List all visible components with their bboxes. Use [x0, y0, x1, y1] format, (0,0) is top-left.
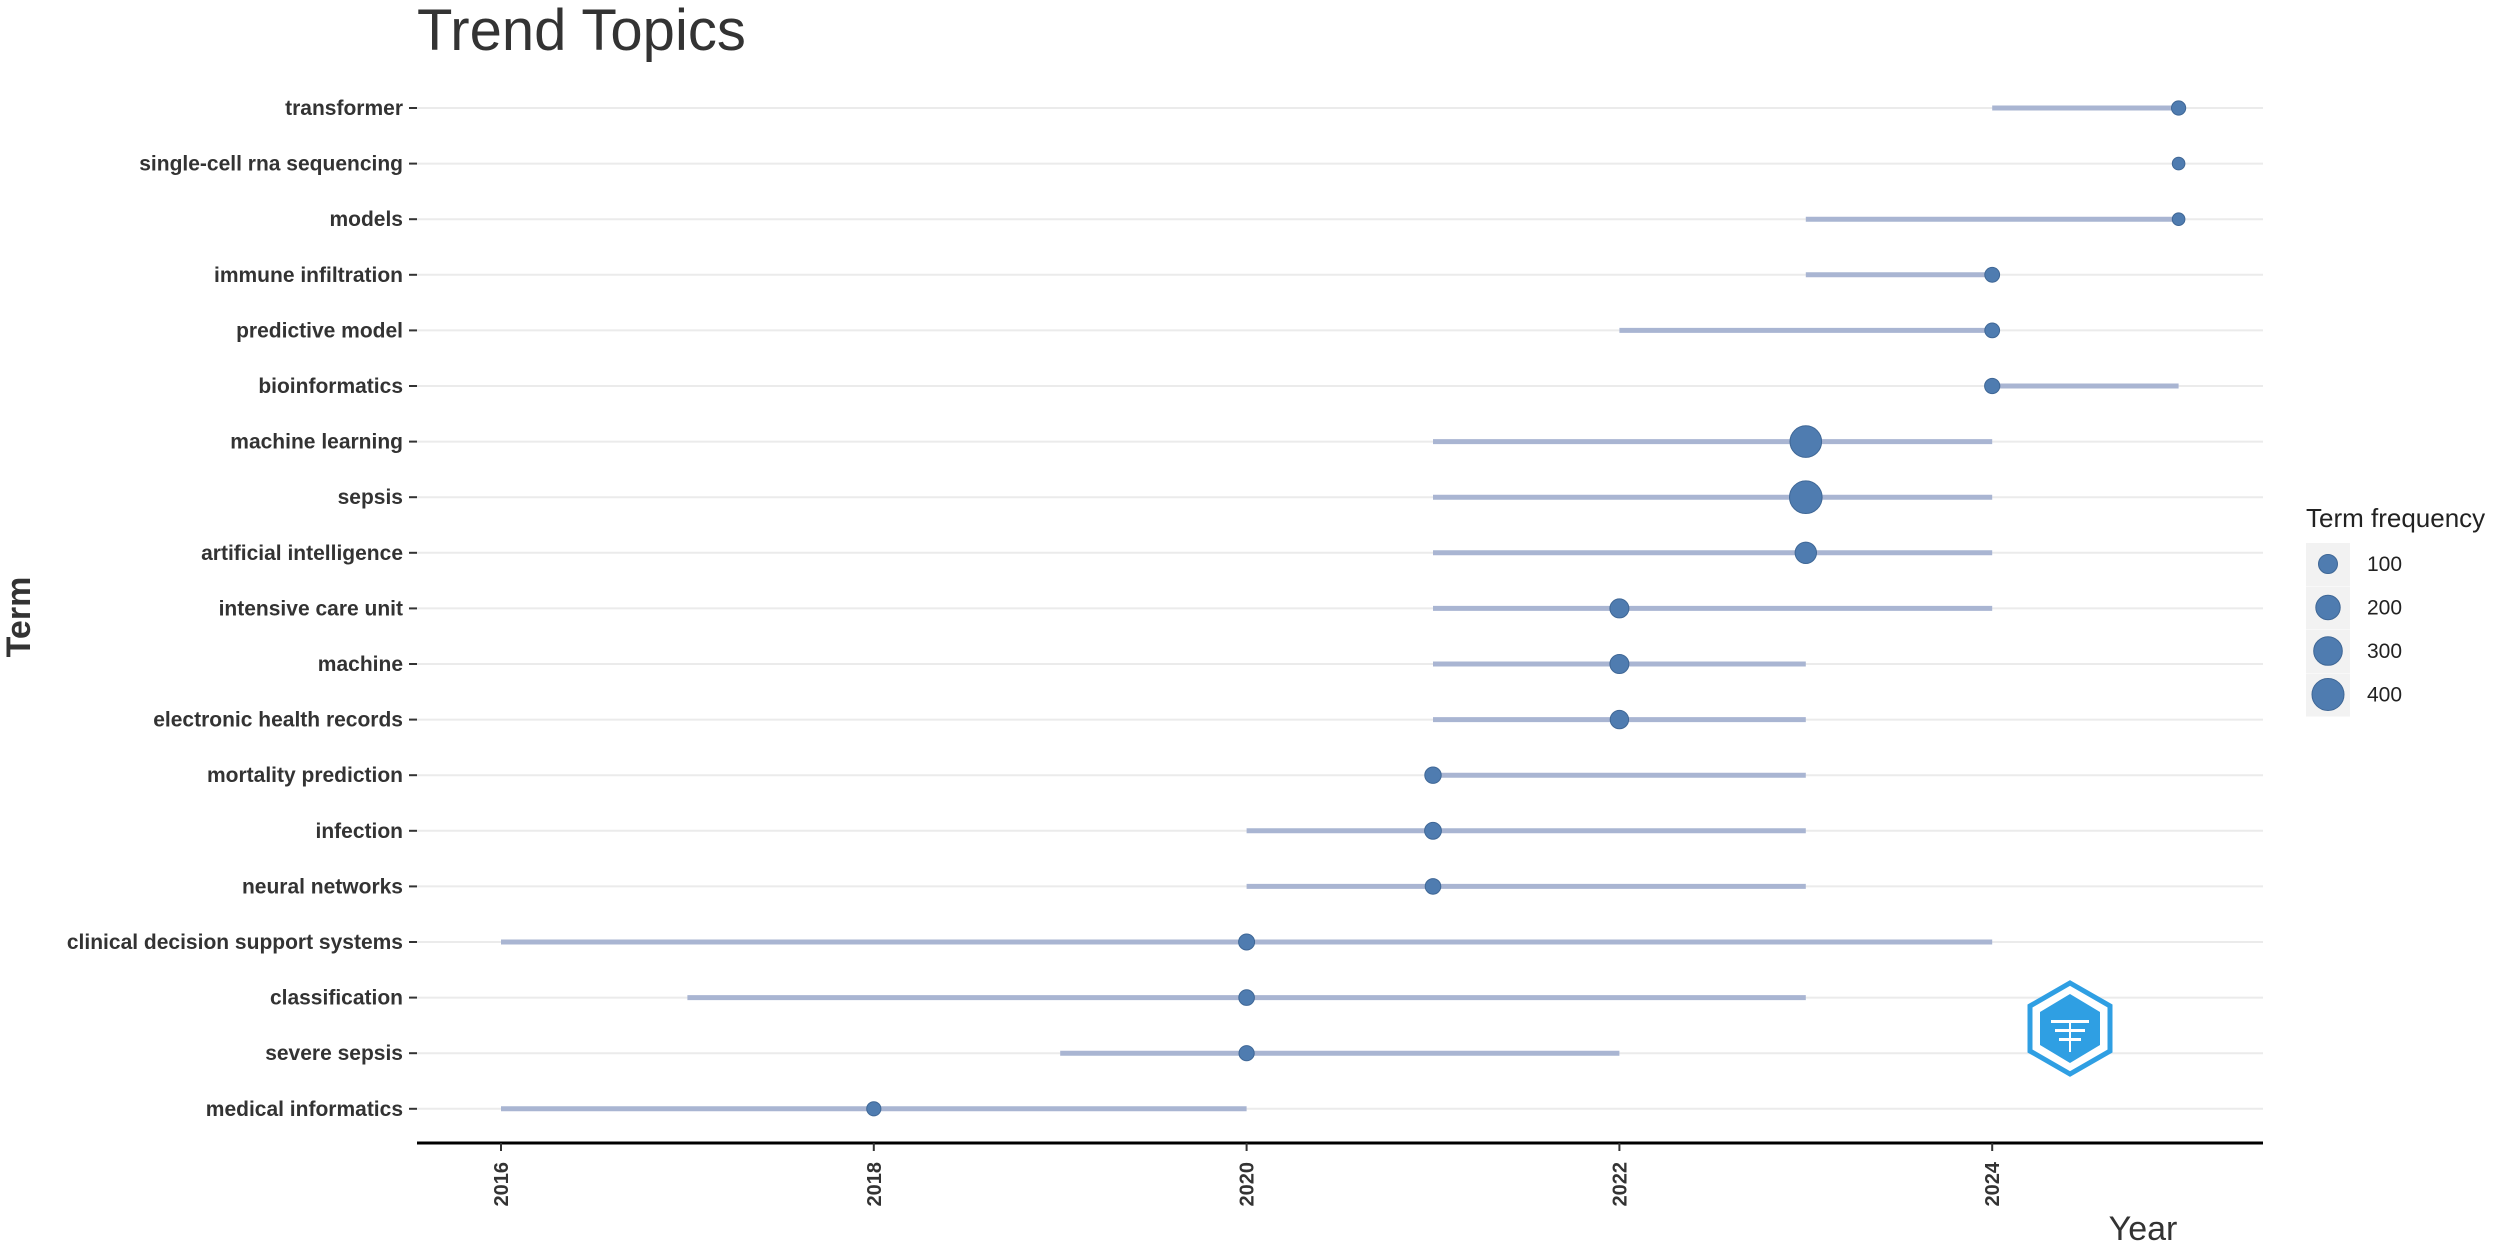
- x-tick-label-2024: 2024: [1982, 1161, 2004, 1206]
- point-4: [1984, 322, 2001, 339]
- point-9: [1609, 598, 1630, 619]
- legend-point-0: [2318, 554, 2338, 574]
- point-1: [2171, 156, 2186, 171]
- point-17: [1238, 1045, 1255, 1062]
- legend-point-1: [2315, 594, 2341, 621]
- point-12: [1424, 766, 1442, 784]
- point-15: [1238, 933, 1256, 951]
- term-label-10: machine: [318, 653, 403, 676]
- legend-title: Term frequency: [2306, 503, 2485, 533]
- x-axis-ticks: 2016 2018 2020 2022 2024: [491, 1143, 2004, 1207]
- term-label-0: transformer: [285, 97, 403, 120]
- term-label-18: medical informatics: [206, 1098, 403, 1121]
- term-label-13: infection: [316, 820, 404, 843]
- point-0: [2171, 100, 2187, 116]
- term-label-12: mortality prediction: [207, 764, 403, 787]
- term-label-1: single-cell rna sequencing: [139, 153, 403, 176]
- x-tick-label-2022: 2022: [1609, 1162, 1631, 1207]
- point-5: [1984, 377, 2001, 395]
- term-label-6: machine learning: [230, 431, 403, 454]
- point-3: [1984, 266, 2001, 283]
- term-label-11: electronic health records: [153, 709, 403, 732]
- term-label-15: clinical decision support systems: [67, 931, 403, 954]
- point-18: [866, 1101, 882, 1117]
- legend: Term frequency 100 200 300 400: [2306, 503, 2485, 717]
- legend-label-1: 200: [2367, 597, 2402, 620]
- point-16: [1238, 989, 1255, 1006]
- point-6: [1789, 425, 1823, 458]
- x-tick-label-2016: 2016: [491, 1162, 513, 1207]
- legend-label-0: 100: [2367, 553, 2402, 576]
- term-label-17: severe sepsis: [265, 1042, 403, 1065]
- point-8: [1794, 541, 1818, 564]
- x-tick-label-2020: 2020: [1237, 1162, 1259, 1207]
- point-7: [1789, 480, 1823, 515]
- term-label-16: classification: [270, 987, 403, 1010]
- term-label-8: artificial intelligence: [201, 542, 403, 565]
- point-11: [1609, 709, 1630, 730]
- term-label-5: bioinformatics: [258, 375, 403, 398]
- legend-point-3: [2311, 678, 2345, 711]
- point-2: [2171, 212, 2186, 226]
- term-label-4: predictive model: [236, 319, 403, 342]
- legend-label-2: 300: [2367, 640, 2402, 663]
- frequency-points: [866, 100, 2187, 1117]
- point-13: [1424, 821, 1442, 840]
- legend-point-2: [2313, 636, 2343, 666]
- term-labels: transformer single-cell rna sequencing mod…: [67, 97, 403, 1121]
- term-label-9: intensive care unit: [219, 597, 403, 620]
- chart-title: Trend Topics: [417, 0, 746, 63]
- term-label-2: models: [329, 208, 403, 231]
- legend-label-3: 400: [2367, 684, 2402, 707]
- x-axis-title: Year: [2109, 1210, 2178, 1248]
- bibliometrix-logo: [2027, 980, 2113, 1077]
- y-axis-title: Term: [0, 577, 38, 658]
- term-label-7: sepsis: [338, 486, 403, 509]
- term-label-3: immune infiltration: [214, 264, 403, 287]
- point-14: [1424, 878, 1442, 895]
- term-label-14: neural networks: [242, 875, 403, 898]
- x-tick-label-2018: 2018: [864, 1162, 886, 1207]
- point-10: [1609, 654, 1630, 674]
